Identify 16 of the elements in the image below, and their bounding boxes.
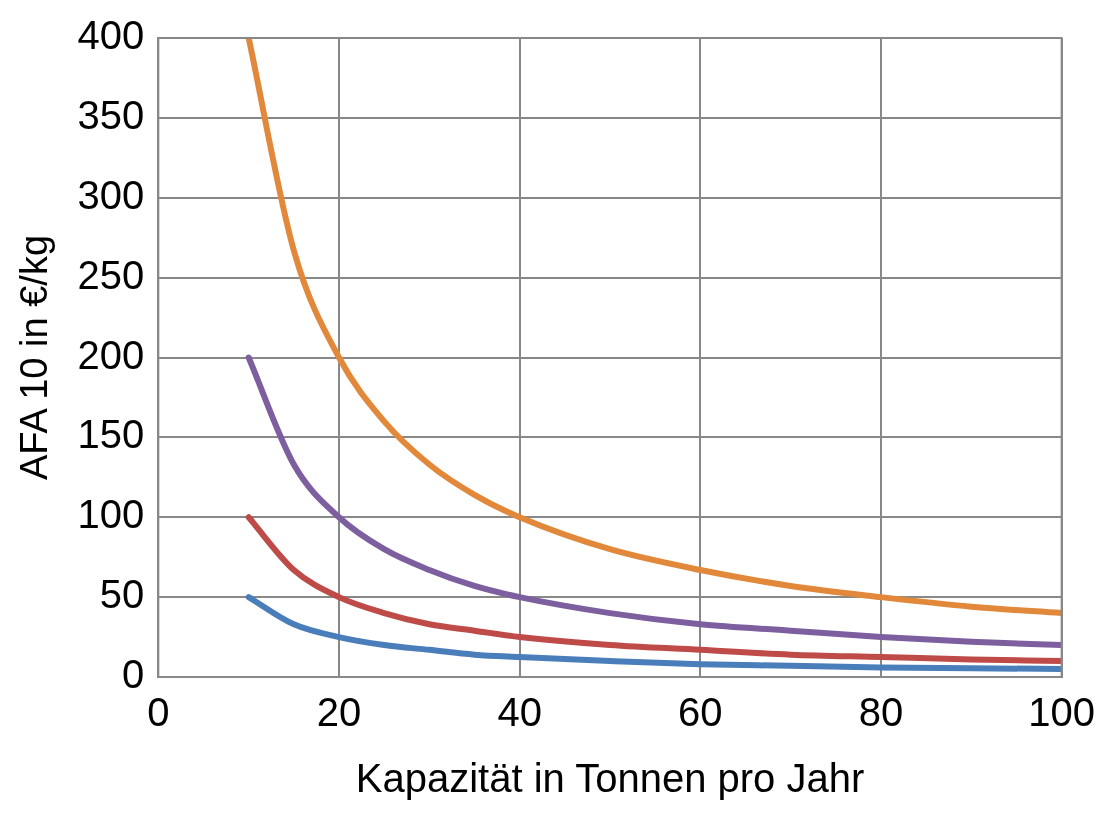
x-tick-label: 100 [1028, 690, 1096, 735]
y-tick-label: 400 [77, 13, 145, 58]
x-axis-title: Kapazität in Tonnen pro Jahr [355, 756, 865, 801]
y-tick-label: 0 [122, 652, 145, 697]
x-tick-label: 60 [678, 690, 723, 735]
y-tick-label: 300 [77, 172, 145, 217]
x-tick-label: 40 [497, 690, 542, 735]
x-tick-label: 20 [316, 690, 362, 735]
y-tick-label: 200 [77, 332, 145, 377]
y-tick-label: 350 [77, 92, 145, 137]
y-tick-label: 150 [77, 412, 145, 457]
y-tick-label: 100 [77, 492, 145, 537]
x-tick-label: 80 [858, 690, 904, 735]
y-tick-label: 50 [99, 572, 145, 617]
y-axis-title: AFA 10 in €/kg [13, 234, 56, 481]
y-tick-label: 250 [77, 252, 145, 297]
